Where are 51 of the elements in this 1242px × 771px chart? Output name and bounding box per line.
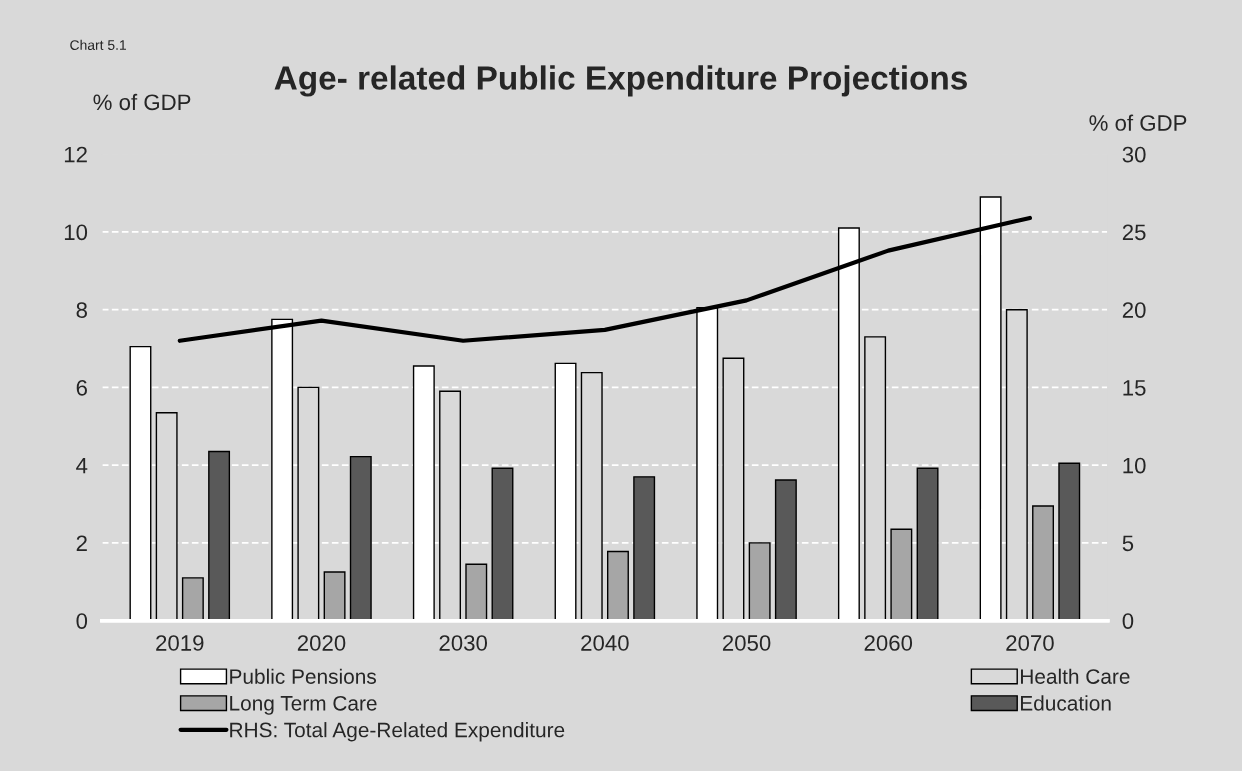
y-tick-label: 0 bbox=[76, 613, 88, 629]
y2-tick-label: 20 bbox=[1122, 302, 1146, 318]
bar bbox=[1032, 505, 1055, 621]
y2-tick-label: 15 bbox=[1123, 380, 1146, 396]
chart-title: Age- related Public Expenditure Projections bbox=[274, 65, 967, 97]
bar bbox=[465, 563, 488, 621]
legend-label: Education bbox=[1021, 695, 1111, 711]
bar bbox=[208, 450, 231, 621]
bar bbox=[722, 357, 745, 621]
legend-label: Long Term Care bbox=[230, 695, 377, 715]
y-tick-label: 2 bbox=[76, 535, 87, 551]
bar bbox=[748, 542, 771, 621]
y-axis-title: % of GDP bbox=[93, 93, 191, 111]
y2-tick-label: 30 bbox=[1122, 146, 1146, 163]
y2-tick-label: 5 bbox=[1122, 535, 1134, 552]
legend-label: Health Care bbox=[1021, 668, 1130, 684]
caption: Chart 5.1 bbox=[70, 39, 126, 50]
bar bbox=[349, 455, 372, 621]
legend-label: RHS: Total Age-Related Expenditure bbox=[230, 722, 565, 742]
bar bbox=[491, 467, 514, 621]
bar bbox=[580, 371, 603, 621]
y2-tick-label: 0 bbox=[1122, 613, 1134, 629]
bar bbox=[1058, 462, 1081, 621]
y-tick-label: 10 bbox=[64, 224, 88, 241]
bar bbox=[890, 528, 913, 621]
bar bbox=[155, 411, 178, 621]
bar bbox=[323, 571, 346, 621]
bar bbox=[297, 386, 320, 621]
y-tick-label: 4 bbox=[76, 457, 88, 474]
y-tick-label: 8 bbox=[76, 302, 87, 318]
x-tick-label: 2030 bbox=[439, 635, 488, 651]
y-tick-label: 6 bbox=[76, 379, 87, 396]
bar bbox=[916, 467, 939, 621]
x-tick-label: 2020 bbox=[297, 635, 346, 651]
bar bbox=[606, 550, 629, 621]
x-tick-label: 2060 bbox=[864, 635, 913, 651]
bar bbox=[181, 577, 204, 621]
x-tick-label: 2040 bbox=[581, 635, 629, 651]
bar bbox=[774, 479, 797, 621]
y-tick-label: 12 bbox=[64, 146, 87, 163]
legend-label: Public Pensions bbox=[230, 668, 376, 684]
bar bbox=[439, 390, 462, 621]
bar bbox=[1005, 308, 1028, 621]
x-tick-label: 2019 bbox=[156, 635, 204, 651]
x-tick-label: 2070 bbox=[1006, 635, 1054, 651]
bar bbox=[633, 476, 656, 621]
y2-axis-title: % of GDP bbox=[1089, 114, 1187, 131]
bar bbox=[864, 336, 887, 621]
y2-tick-label: 25 bbox=[1122, 224, 1146, 241]
y2-tick-label: 10 bbox=[1123, 457, 1146, 474]
x-tick-label: 2050 bbox=[722, 635, 771, 651]
